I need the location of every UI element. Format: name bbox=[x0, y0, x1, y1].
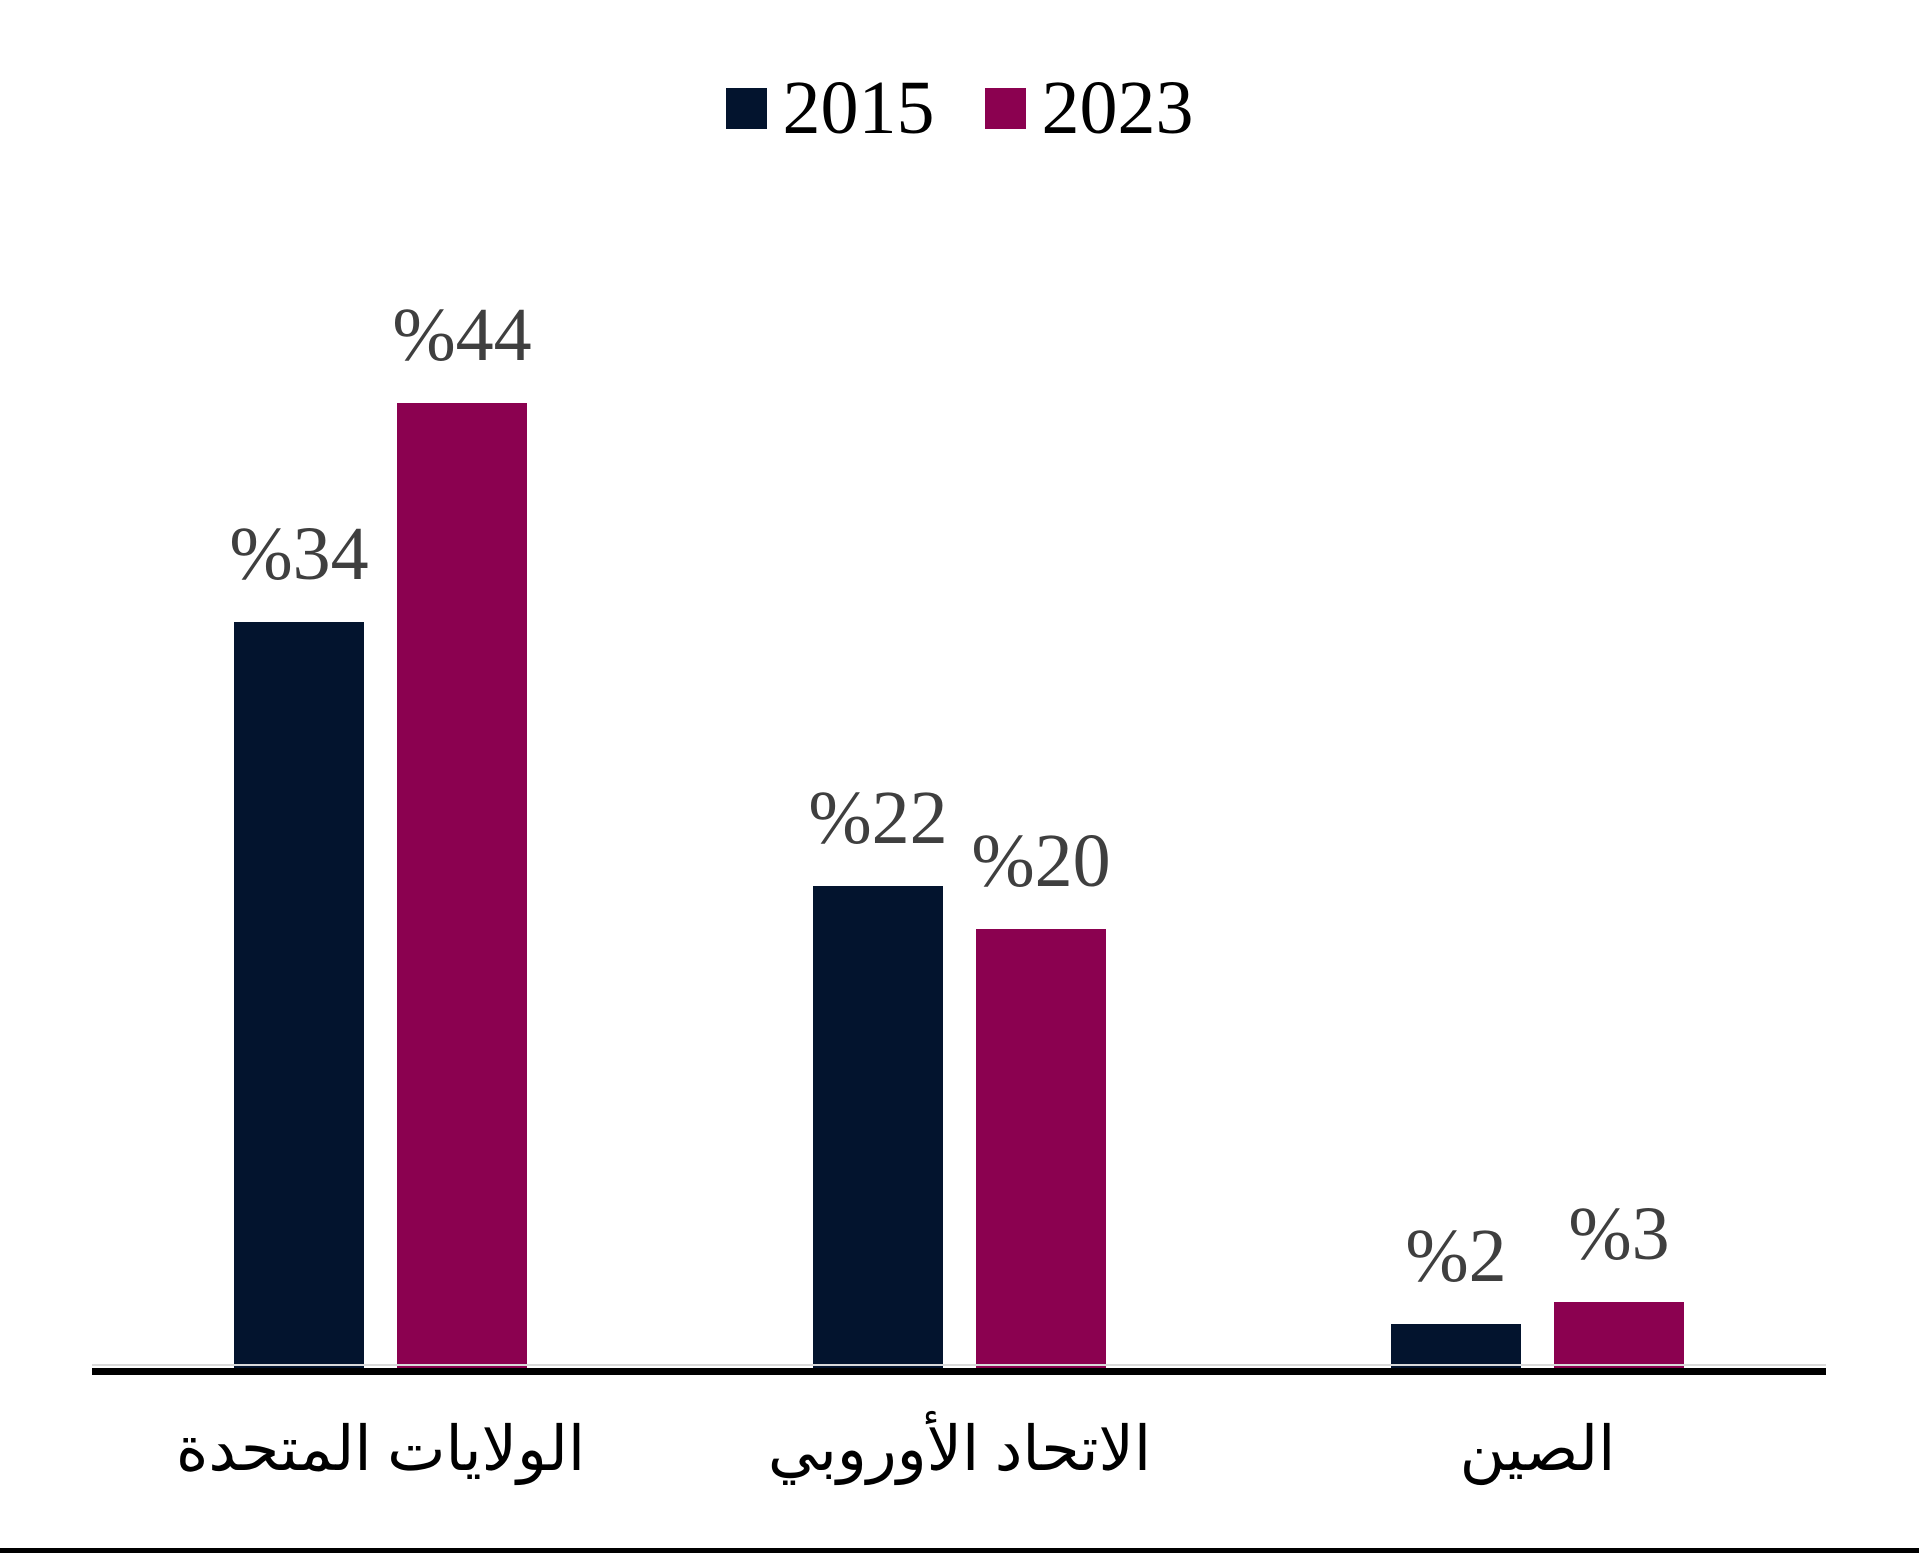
value-label-2015-group-2: %2 bbox=[1405, 1214, 1507, 1298]
category-label-2: الصين bbox=[1459, 1416, 1616, 1484]
bar-2015-group-0 bbox=[234, 622, 364, 1368]
bar-2023-group-1 bbox=[976, 929, 1106, 1368]
value-label-2023-group-1: %20 bbox=[971, 819, 1111, 903]
legend-swatch-2023 bbox=[984, 87, 1026, 129]
bar-2023-group-0 bbox=[397, 403, 527, 1368]
legend: 2015 2023 bbox=[0, 70, 1919, 146]
bar-2023-group-2 bbox=[1554, 1302, 1684, 1368]
value-label-2023-group-2: %3 bbox=[1568, 1192, 1670, 1276]
page-bottom-rule bbox=[0, 1548, 1919, 1553]
bar-2015-group-2 bbox=[1391, 1324, 1521, 1368]
legend-label-2015: 2015 bbox=[782, 66, 935, 150]
category-label-1: الاتحاد الأوروبي bbox=[767, 1416, 1152, 1484]
legend-item-2015: 2015 bbox=[725, 66, 935, 150]
value-label-2023-group-0: %44 bbox=[392, 293, 532, 377]
x-axis-line bbox=[92, 1368, 1826, 1375]
legend-label-2023: 2023 bbox=[1041, 66, 1194, 150]
value-label-2015-group-0: %34 bbox=[229, 512, 369, 596]
legend-item-2023: 2023 bbox=[984, 66, 1194, 150]
legend-swatch-2015 bbox=[725, 87, 767, 129]
category-label-0: الولايات المتحدة bbox=[175, 1416, 586, 1484]
value-label-2015-group-1: %22 bbox=[808, 776, 948, 860]
baseline-gridline bbox=[92, 1364, 1826, 1366]
bar-2015-group-1 bbox=[813, 886, 943, 1368]
